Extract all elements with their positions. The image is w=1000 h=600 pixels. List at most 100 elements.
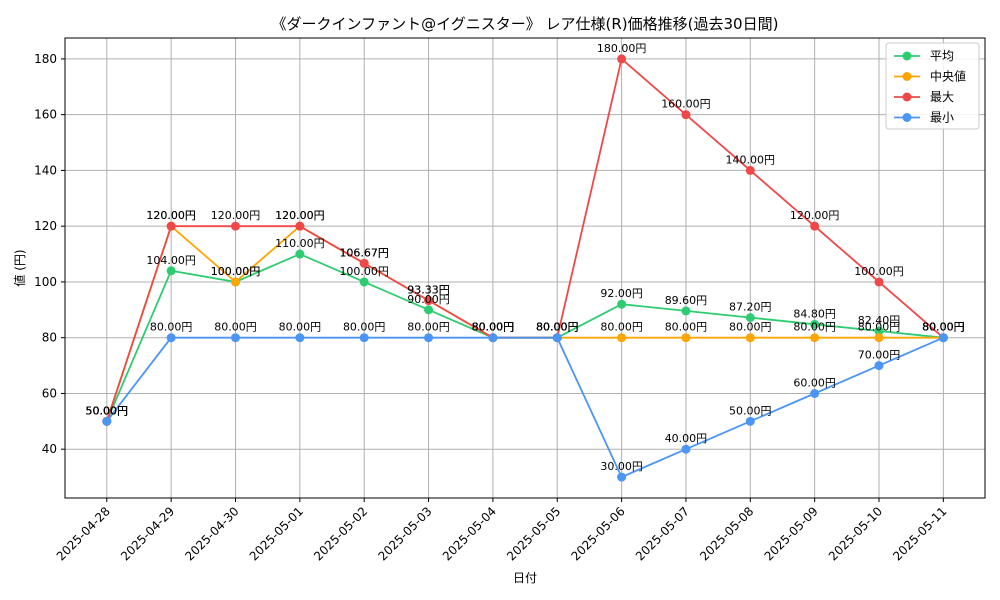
data-point bbox=[745, 416, 755, 426]
data-label: 120.00円 bbox=[275, 209, 325, 222]
data-point bbox=[295, 249, 305, 259]
data-point bbox=[231, 333, 240, 343]
data-point bbox=[810, 319, 820, 329]
data-label: 80.00円 bbox=[536, 321, 579, 334]
data-point bbox=[295, 221, 305, 231]
data-point bbox=[810, 221, 820, 231]
data-label: 104.00円 bbox=[146, 254, 196, 267]
data-label: 120.00円 bbox=[146, 209, 196, 222]
chart-title: 《ダークインファント@イグニスター》 レア仕様(R)価格推移(過去30日間) bbox=[272, 15, 779, 33]
y-axis: 40 60 80 100 120 140 160 180 bbox=[34, 52, 65, 456]
data-point bbox=[938, 333, 948, 343]
data-label: 110.00円 bbox=[275, 237, 325, 250]
data-label: 80.00円 bbox=[922, 321, 965, 334]
legend-entry: 最小 bbox=[930, 111, 954, 125]
data-label: 80.00円 bbox=[922, 321, 965, 334]
data-label: 84.80円 bbox=[793, 307, 836, 320]
data-label: 120.00円 bbox=[790, 209, 840, 222]
y-tick-label: 60 bbox=[42, 386, 57, 400]
data-point bbox=[424, 333, 434, 343]
data-label: 80.00円 bbox=[279, 321, 322, 334]
data-label: 80.00円 bbox=[729, 321, 772, 334]
data-point bbox=[810, 388, 820, 398]
data-label: 80.00円 bbox=[343, 321, 386, 334]
data-point bbox=[359, 333, 369, 343]
data-label: 180.00円 bbox=[597, 42, 647, 55]
data-point bbox=[359, 277, 369, 287]
data-label: 92.00円 bbox=[600, 287, 643, 300]
legend-swatch-marker bbox=[902, 51, 912, 61]
data-label: 120.00円 bbox=[211, 209, 261, 222]
legend-entry: 平均 bbox=[930, 49, 954, 63]
data-label: 50.00円 bbox=[86, 404, 129, 417]
data-point bbox=[166, 333, 176, 343]
data-label: 93.33円 bbox=[407, 284, 450, 297]
legend-box bbox=[885, 42, 980, 130]
y-tick-label: 180 bbox=[34, 52, 57, 66]
data-label: 106.67円 bbox=[339, 246, 389, 259]
data-point bbox=[552, 333, 562, 343]
x-axis-label: 日付 bbox=[513, 571, 537, 585]
data-label: 40.00円 bbox=[665, 432, 708, 445]
data-label: 80.00円 bbox=[150, 321, 193, 334]
data-point bbox=[424, 296, 434, 306]
data-label: 100.00円 bbox=[211, 265, 261, 278]
data-label: 80.00円 bbox=[858, 321, 901, 334]
data-label: 80.00円 bbox=[214, 321, 257, 334]
data-label: 70.00円 bbox=[858, 349, 901, 362]
data-label: 93.33円 bbox=[407, 284, 450, 297]
data-point bbox=[295, 333, 305, 343]
data-point bbox=[424, 305, 434, 315]
data-point bbox=[681, 333, 691, 343]
data-labels: 50.00円 104.00円 100.00円 110.00円 100.00円 90.00円… bbox=[86, 42, 965, 473]
legend-swatch-marker bbox=[902, 92, 912, 102]
data-label: 50.00円 bbox=[86, 404, 129, 417]
data-point bbox=[874, 333, 884, 343]
data-label: 82.40円 bbox=[858, 314, 901, 327]
y-tick-label: 140 bbox=[34, 163, 57, 177]
data-label: 100.00円 bbox=[854, 265, 904, 278]
data-point bbox=[231, 221, 240, 231]
data-label: 80.00円 bbox=[536, 321, 579, 334]
data-point bbox=[810, 333, 820, 343]
data-point bbox=[874, 326, 884, 336]
series-line bbox=[106, 336, 944, 479]
data-label: 80.00円 bbox=[600, 321, 643, 334]
data-point bbox=[681, 306, 691, 316]
data-point bbox=[231, 277, 240, 287]
data-label: 80.00円 bbox=[472, 321, 515, 334]
data-point bbox=[102, 416, 112, 426]
data-point bbox=[617, 54, 627, 64]
legend-swatch-marker bbox=[902, 72, 912, 81]
y-tick-label: 80 bbox=[42, 331, 57, 345]
data-label: 60.00円 bbox=[793, 376, 836, 389]
data-label: 50.00円 bbox=[86, 404, 129, 417]
data-point bbox=[359, 258, 369, 268]
data-label: 80.00円 bbox=[472, 321, 515, 334]
data-point bbox=[745, 165, 755, 175]
data-label: 80.00円 bbox=[922, 321, 965, 334]
data-point bbox=[874, 277, 884, 287]
data-point bbox=[617, 333, 627, 343]
data-label: 80.00円 bbox=[536, 321, 579, 334]
data-label: 80.00円 bbox=[407, 321, 450, 334]
data-point bbox=[488, 333, 498, 343]
data-label: 120.00円 bbox=[146, 209, 196, 222]
y-tick-label: 40 bbox=[42, 442, 57, 456]
data-label: 89.60円 bbox=[665, 294, 708, 307]
data-point bbox=[166, 221, 176, 231]
data-label: 87.20円 bbox=[729, 301, 772, 314]
data-label: 50.00円 bbox=[729, 404, 772, 417]
legend-swatch-marker bbox=[902, 113, 912, 122]
data-label: 100.00円 bbox=[339, 265, 389, 278]
legend-entry: 中央値 bbox=[930, 69, 966, 84]
data-point bbox=[681, 444, 691, 454]
data-label: 140.00円 bbox=[726, 153, 776, 166]
data-label: 80.00円 bbox=[472, 321, 515, 334]
plot-frame bbox=[64, 37, 986, 499]
data-label: 90.00円 bbox=[407, 293, 450, 306]
data-point bbox=[166, 266, 176, 276]
y-tick-label: 120 bbox=[34, 219, 57, 233]
